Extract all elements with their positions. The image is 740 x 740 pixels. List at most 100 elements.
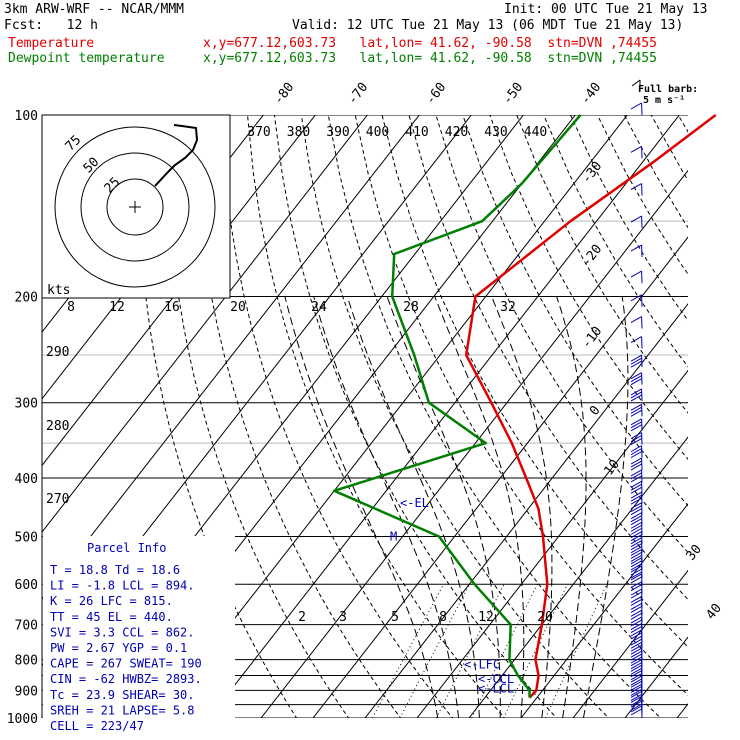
isotherm <box>468 436 688 718</box>
wind-barb <box>630 270 643 284</box>
dewpoint-legend-label: Dewpoint temperature <box>8 51 165 66</box>
hodograph-speed-label: 32 <box>500 300 516 315</box>
dewpoint-legend-info: x,y=677.12,603.73 lat,lon= 41.62, -90.58… <box>203 51 657 66</box>
isotherm <box>260 169 688 718</box>
theta-label: 370 <box>247 125 270 140</box>
dry-adiabat <box>327 115 662 718</box>
mixing-ratio-label: 12 <box>478 610 494 625</box>
dry-adiabat <box>705 115 740 731</box>
theta-label: 420 <box>445 125 468 140</box>
moist-adiabat <box>491 296 553 718</box>
isotherm <box>312 236 688 718</box>
dry-adiabat <box>247 115 506 718</box>
valid-time: Valid: 12 UTC Tue 21 May 13 (06 MDT Tue … <box>292 18 684 33</box>
dry-adiabat <box>273 115 558 718</box>
moist-adiabat <box>284 296 439 718</box>
wind-barb <box>630 565 643 579</box>
pressure-tick-label: 300 <box>15 397 38 412</box>
isotherm <box>42 115 316 467</box>
hodograph-speed-label: 12 <box>109 300 125 315</box>
parcel-info-row: CAPE = 267 SWEAT= 190 <box>50 657 202 671</box>
parcel-info-row: LI = -1.8 LCL = 894. <box>50 579 195 593</box>
wind-barb <box>630 557 643 571</box>
theta-left-label: 290 <box>46 345 69 360</box>
init-time: Init: 00 UTC Tue 21 May 13 <box>504 2 708 17</box>
pressure-tick-label: 500 <box>15 530 38 545</box>
mixing-ratio-label: 3 <box>339 610 347 625</box>
isotherm-label: -40 <box>578 80 604 108</box>
isotherm <box>416 369 688 718</box>
dry-adiabat <box>408 115 688 601</box>
wind-barb <box>630 432 643 446</box>
mixing-ratio-line <box>371 583 445 718</box>
wind-barb <box>630 469 643 483</box>
pressure-tick-label: 600 <box>15 578 38 593</box>
hodograph-speed-label: 24 <box>311 300 327 315</box>
wind-barb <box>630 145 643 159</box>
hodograph-speed-label: 16 <box>164 300 180 315</box>
theta-left-label: 280 <box>46 419 69 434</box>
barb-legend-title: Full barb: <box>638 84 699 95</box>
parcel-info-row: Tc = 23.9 SHEAR= 30. <box>50 688 195 702</box>
hodograph-speed-label: 8 <box>67 300 75 315</box>
isotherm <box>42 115 420 600</box>
moist-adiabat <box>556 296 587 718</box>
forecast-hour: Fcst: 12 h <box>4 18 98 33</box>
mixing-ratio-label: 5 <box>391 610 399 625</box>
theta-label: 440 <box>524 125 547 140</box>
wind-barb <box>630 102 643 116</box>
wind-barb <box>630 418 643 432</box>
wind-barb <box>630 244 643 258</box>
dry-adiabat <box>462 115 688 507</box>
pressure-tick-label: 800 <box>15 654 38 669</box>
parcel-info-row: K = 26 LFC = 815. <box>50 594 173 608</box>
barb-legend-units: 5 m s⁻¹ <box>643 95 686 106</box>
hodograph-ring <box>80 152 190 262</box>
isotherm <box>42 115 368 533</box>
dewpoint-profile <box>332 114 582 698</box>
parcel-info-row: SREH = 21 LAPSE= 5.8 <box>50 703 195 717</box>
dry-adiabat <box>435 115 688 554</box>
wind-barb <box>630 183 643 196</box>
sounding-annotation: <-EL <box>400 496 429 510</box>
wind-barb <box>630 354 643 368</box>
wind-barb <box>630 480 643 494</box>
wind-barb <box>630 502 643 516</box>
theta-left-label: 270 <box>46 492 69 507</box>
model-title: 3km ARW-WRF -- NCAR/MMM <box>4 2 185 17</box>
isotherm-label: -50 <box>500 80 526 108</box>
hodograph-ring <box>54 126 216 288</box>
wind-barb <box>630 457 643 471</box>
mixing-ratio-line <box>399 583 471 718</box>
theta-label: 430 <box>484 125 507 140</box>
isotherm <box>572 569 688 718</box>
parcel-info-row: T = 18.8 Td = 18.6 <box>50 563 180 577</box>
temperature-legend-label: Temperature <box>8 36 95 51</box>
sounding-annotation: <-CCL <box>478 672 514 686</box>
wind-barb <box>630 705 643 719</box>
moist-adiabat <box>346 296 480 718</box>
moist-adiabat <box>582 296 629 718</box>
dry-adiabat <box>138 115 298 718</box>
parcel-info-row: CIN = -62 HWBZ= 2893. <box>50 672 202 686</box>
isotherm <box>156 115 628 718</box>
dry-adiabat <box>543 115 688 368</box>
mixing-ratio-label: 2 <box>298 610 306 625</box>
wind-barb <box>630 491 643 505</box>
sounding-annotation: <-LCL <box>478 682 514 696</box>
isotherm <box>208 115 680 718</box>
isotherm-label: 40 <box>704 601 725 623</box>
mixing-ratio-line <box>503 583 568 718</box>
isotherm-label: -30 <box>579 159 605 187</box>
mixing-ratio-line <box>545 583 608 718</box>
dry-adiabat <box>193 115 402 718</box>
temperature-profile <box>464 114 717 699</box>
isotherm-label: 10 <box>602 457 623 479</box>
isotherm <box>676 703 688 718</box>
temperature-legend-info: x,y=677.12,603.73 lat,lon= 41.62, -90.58… <box>203 36 657 51</box>
isotherm-label: -80 <box>271 80 297 108</box>
isotherm-label: 30 <box>684 542 705 564</box>
isotherm-label: 0 <box>587 403 604 418</box>
dry-adiabat <box>220 115 454 718</box>
